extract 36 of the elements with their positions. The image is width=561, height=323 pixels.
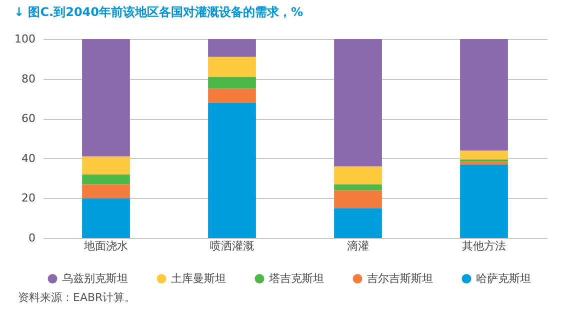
bar bbox=[82, 184, 130, 198]
bar bbox=[334, 184, 382, 190]
y-tick-label: 60 bbox=[22, 112, 36, 126]
x-tick-label: 其他方法 bbox=[462, 240, 506, 252]
bar bbox=[208, 88, 256, 103]
bar bbox=[334, 190, 382, 208]
x-tick-label: 滴灌 bbox=[347, 240, 369, 252]
y-tick-label: 20 bbox=[22, 192, 36, 205]
text: 资料来源：EABR计算。 bbox=[18, 290, 137, 305]
bar bbox=[82, 198, 130, 238]
bar bbox=[460, 39, 508, 150]
bar bbox=[460, 150, 508, 160]
bar bbox=[82, 39, 130, 156]
legend-label: 乌兹别克斯坦 bbox=[62, 272, 128, 285]
x-tick-label: 地面浇水 bbox=[83, 240, 128, 252]
y-tick-label: 40 bbox=[22, 152, 36, 165]
bar bbox=[208, 39, 256, 57]
bar bbox=[334, 208, 382, 238]
bar bbox=[82, 156, 130, 174]
bar bbox=[208, 56, 256, 77]
y-tick-label: 80 bbox=[22, 72, 36, 86]
chart-title: ↓ 图C.到2040年前该地区各国对灌溉设备的需求，% bbox=[14, 5, 304, 19]
y-tick-label: 0 bbox=[28, 232, 36, 244]
bar bbox=[334, 166, 382, 184]
legend-label: 土库曼斯坦 bbox=[171, 272, 226, 285]
bar bbox=[334, 39, 382, 166]
x-tick-label: 喷洒灌溉 bbox=[210, 240, 254, 252]
bar bbox=[82, 174, 130, 184]
bar bbox=[208, 76, 256, 89]
bar bbox=[460, 161, 508, 164]
bar bbox=[460, 164, 508, 238]
bar bbox=[208, 102, 256, 238]
legend-label: 吉尔吉斯斯坦 bbox=[367, 272, 433, 285]
y-tick-label: 100 bbox=[14, 32, 36, 46]
legend-label: 塔吉克斯坦 bbox=[268, 272, 324, 285]
legend-label: 哈萨克斯坦 bbox=[476, 272, 531, 285]
